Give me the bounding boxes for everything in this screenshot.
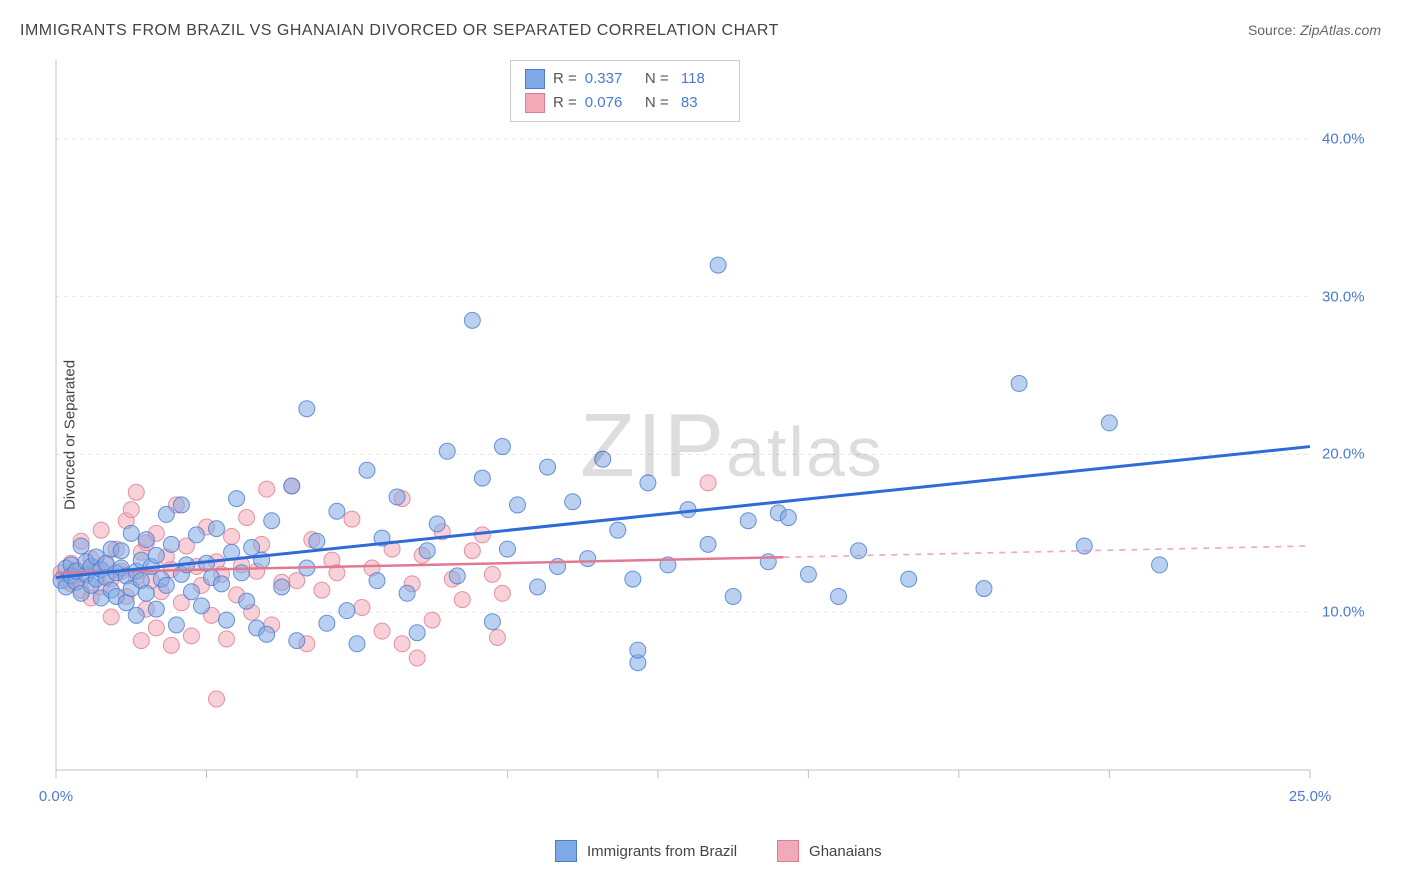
stat-n-label: N = [641,91,669,115]
correlation-stats-box: R = 0.337 N = 118 R = 0.076 N = 83 [510,60,740,122]
legend: Immigrants from Brazil Ghanaians [555,840,912,862]
stats-row-ghana: R = 0.076 N = 83 [525,91,725,115]
legend-label-brazil: Immigrants from Brazil [587,843,737,860]
y-tick-label: 30.0% [1322,288,1365,305]
swatch-ghana [525,93,545,113]
chart-title: IMMIGRANTS FROM BRAZIL VS GHANAIAN DIVOR… [20,22,779,40]
stat-n-value: 118 [677,67,725,91]
y-tick-label: 40.0% [1322,130,1365,147]
source-attribution: Source: ZipAtlas.com [1248,22,1381,38]
stat-n-value: 83 [677,91,725,115]
legend-swatch-ghana [777,840,799,862]
chart-area: Divorced or Separated R =0.337 N = 118R … [50,55,1380,815]
x-tick-label: 25.0% [1289,788,1332,805]
legend-swatch-brazil [555,840,577,862]
stats-row-brazil: R = 0.337 N = 118 [525,67,725,91]
scatter-svg [50,55,1380,815]
source-value: ZipAtlas.com [1300,22,1381,38]
stat-r-label: R = [553,91,577,115]
stat-r-label: R = [553,67,577,91]
swatch-brazil [525,69,545,89]
legend-label-ghana: Ghanaians [809,843,882,860]
y-tick-label: 10.0% [1322,604,1365,621]
x-tick-label: 0.0% [39,788,73,805]
stat-n-label: N = [641,67,669,91]
source-label: Source: [1248,22,1296,38]
stat-r-value: 0.076 [585,91,633,115]
stat-r-value: 0.337 [585,67,633,91]
y-tick-label: 20.0% [1322,446,1365,463]
